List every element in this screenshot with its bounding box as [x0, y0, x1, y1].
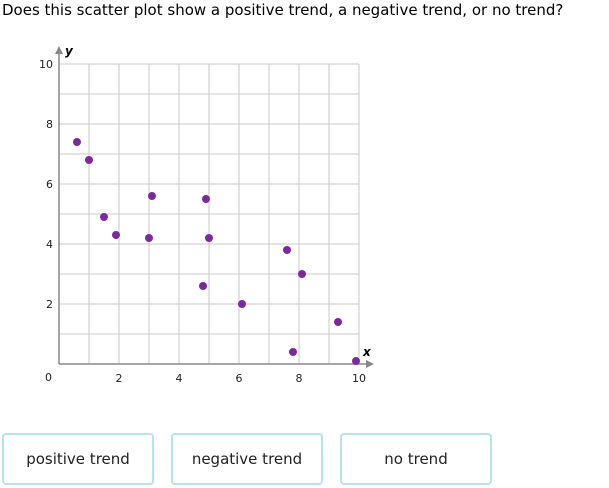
data-point — [100, 213, 108, 221]
x-tick-label: 10 — [352, 372, 366, 385]
question-text: Does this scatter plot show a positive t… — [2, 1, 564, 19]
y-axis-label: y — [65, 44, 74, 58]
y-tick-label: 4 — [46, 238, 53, 251]
data-point — [199, 282, 207, 290]
data-point — [289, 348, 297, 356]
y-tick-label: 8 — [46, 118, 53, 131]
y-tick-label: 6 — [46, 178, 53, 191]
data-point — [238, 300, 246, 308]
x-tick-label: 2 — [116, 372, 123, 385]
data-point — [283, 246, 291, 254]
positive-trend-button[interactable]: positive trend — [2, 433, 154, 485]
scatter-plot: y x 0 2 4 6 8 10 2 4 6 8 10 — [39, 44, 374, 385]
plot-axes — [55, 46, 374, 368]
data-point — [298, 270, 306, 278]
no-trend-button[interactable]: no trend — [340, 433, 492, 485]
data-point — [334, 318, 342, 326]
x-tick-label: 6 — [236, 372, 243, 385]
tick-labels: 2 4 6 8 10 2 4 6 8 10 — [39, 58, 366, 385]
data-point — [145, 234, 153, 242]
data-point — [112, 231, 120, 239]
x-axis-arrow — [366, 360, 374, 368]
x-axis-label: x — [362, 345, 372, 359]
x-tick-label: 8 — [296, 372, 303, 385]
data-point — [205, 234, 213, 242]
plot-grid — [59, 63, 360, 364]
data-point — [148, 192, 156, 200]
data-point — [73, 138, 81, 146]
negative-trend-button[interactable]: negative trend — [171, 433, 323, 485]
y-axis-arrow — [55, 46, 63, 54]
data-points — [73, 138, 360, 365]
data-point — [202, 195, 210, 203]
data-point — [352, 357, 360, 365]
x-tick-label: 4 — [176, 372, 183, 385]
origin-label: 0 — [45, 371, 52, 384]
data-point — [85, 156, 93, 164]
y-tick-label: 10 — [39, 58, 53, 71]
y-tick-label: 2 — [46, 298, 53, 311]
